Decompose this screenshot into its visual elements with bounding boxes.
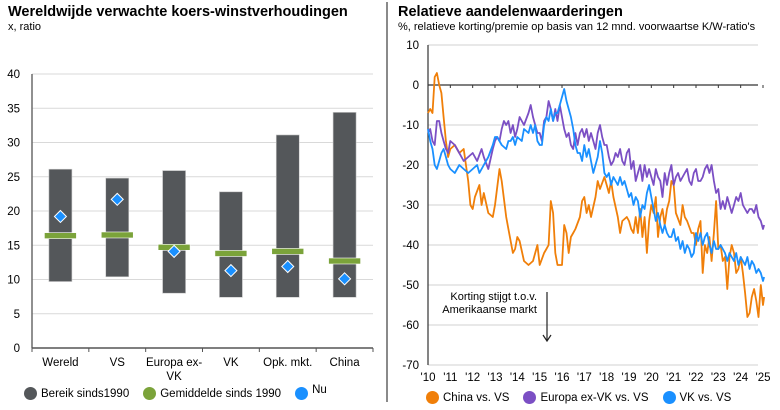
x-tick-label: '14 (510, 372, 526, 384)
range-bar (332, 112, 357, 298)
x-category-label: Europa ex- (146, 357, 202, 369)
legend-swatch-uk-icon (662, 391, 676, 404)
x-tick-label: '16 (555, 372, 570, 384)
y-tick-label: 15 (7, 240, 20, 252)
legend-label-range: Bereik sinds1990 (41, 387, 130, 400)
legend-swatch-range-icon (24, 387, 37, 400)
y-tick-label: -60 (402, 320, 419, 332)
x-tick-label: '23 (711, 372, 726, 384)
y-tick-label: 25 (7, 172, 20, 184)
y-tick-label: -50 (402, 280, 419, 292)
y-tick-label: 20 (7, 206, 20, 218)
x-tick-label: '12 (465, 372, 480, 384)
legend-swatch-europe-icon (523, 391, 537, 404)
left-chart-subtitle: x, ratio (8, 21, 42, 33)
legend-label-now: Nu (312, 384, 327, 396)
range-bar (219, 191, 243, 298)
y-tick-label: -10 (402, 120, 419, 132)
right-chart-title: Relatieve aandelenwaarderingen (398, 4, 623, 20)
range-bar (162, 170, 186, 294)
y-tick-label: -40 (402, 240, 419, 252)
x-tick-label: '21 (666, 372, 681, 384)
y-tick-label: 0 (413, 80, 419, 92)
average-marker (44, 232, 77, 239)
series-line (427, 72, 765, 318)
legend-item-china: China vs. VS (426, 391, 509, 404)
x-tick-label: '17 (577, 372, 592, 384)
range-bar (275, 134, 300, 298)
y-tick-label: 10 (7, 275, 20, 287)
pe-ratio-range-chart: 0 5 10 15 20 25 30 35 40 Wereld VS Europa ex- VK VK Op… (7, 69, 374, 383)
range-bar (48, 168, 73, 282)
x-category-label: VK (166, 371, 182, 383)
x-category-label: Opk. mkt. (263, 357, 312, 369)
x-tick-label: '15 (532, 372, 547, 384)
now-marker (167, 244, 181, 259)
x-category-label: VK (223, 357, 239, 369)
legend-label-average: Gemiddelde sinds 1990 (160, 387, 282, 400)
legend-label-china: China vs. VS (443, 391, 510, 404)
legend-swatch-average-icon (143, 387, 157, 400)
legend-label-europe: Europa ex-VK vs. VS (540, 391, 649, 404)
arrow-down-icon (542, 334, 552, 343)
y-tick-label: -70 (402, 360, 419, 372)
y-tick-label: 10 (406, 40, 419, 52)
now-marker (337, 272, 352, 286)
x-tick-label: '19 (622, 372, 637, 384)
y-tick-label: 0 (14, 343, 20, 355)
now-marker (53, 209, 68, 224)
now-marker (224, 263, 238, 278)
x-tick-label: '24 (733, 372, 749, 384)
series-line (427, 88, 765, 282)
average-marker (271, 248, 305, 255)
right-chart-panel: Relatieve aandelenwaarderingen %, relati… (390, 0, 780, 410)
panel-divider (386, 2, 388, 402)
y-tick-label: -20 (402, 160, 419, 172)
x-tick-label: '18 (599, 372, 614, 384)
left-chart-title: Wereldwijde verwachte koers-winstverhoud… (8, 4, 348, 20)
x-tick-label: '25 (756, 372, 771, 384)
y-tick-label: 35 (7, 103, 20, 115)
y-tick-label: 40 (7, 69, 20, 81)
left-chart-panel: Wereldwijde verwachte koers-winstverhoud… (0, 0, 385, 410)
annotation-text: Amerikaanse markt (442, 304, 537, 316)
legend-item-now: Nu (295, 384, 327, 400)
range-bar (105, 177, 130, 278)
right-chart-subtitle: %, relatieve korting/premie op basis van… (398, 21, 756, 33)
series-line (427, 100, 765, 230)
relative-valuation-line-chart: -70 -60 -50 -40 -30 -20 -10 0 10 '10 '11 '12 '13 '14 '… (402, 40, 771, 384)
x-category-label: China (330, 357, 361, 369)
now-marker (281, 259, 295, 274)
legend-label-uk: VK vs. VS (679, 391, 732, 404)
legend-swatch-china-icon (426, 391, 439, 404)
legend-swatch-now-icon (295, 387, 309, 400)
x-category-label: VS (110, 357, 126, 369)
legend-item-average: Gemiddelde sinds 1990 (143, 387, 281, 400)
average-marker (100, 231, 134, 239)
x-tick-label: '11 (443, 372, 457, 384)
x-tick-label: '10 (421, 372, 436, 384)
right-chart-legend: China vs. VS Europa ex-VK vs. VS VK vs. … (426, 391, 745, 404)
y-tick-label: 30 (7, 138, 20, 150)
y-tick-label: -30 (402, 200, 419, 212)
legend-item-europe: Europa ex-VK vs. VS (523, 391, 649, 404)
x-tick-label: '13 (488, 372, 503, 384)
y-tick-label: 5 (14, 309, 20, 321)
x-tick-label: '20 (644, 372, 659, 384)
now-marker (110, 192, 124, 207)
legend-item-range: Bereik sinds1990 (24, 387, 129, 400)
annotation-text: Korting stijgt t.o.v. (450, 291, 537, 303)
legend-item-uk: VK vs. VS (662, 391, 732, 404)
average-marker (214, 250, 248, 257)
average-marker (328, 257, 361, 265)
x-category-label: Wereld (42, 357, 78, 369)
left-chart-legend: Bereik sinds1990 Gemiddelde sinds 1990 N… (24, 384, 341, 400)
x-tick-label: '22 (689, 372, 704, 384)
